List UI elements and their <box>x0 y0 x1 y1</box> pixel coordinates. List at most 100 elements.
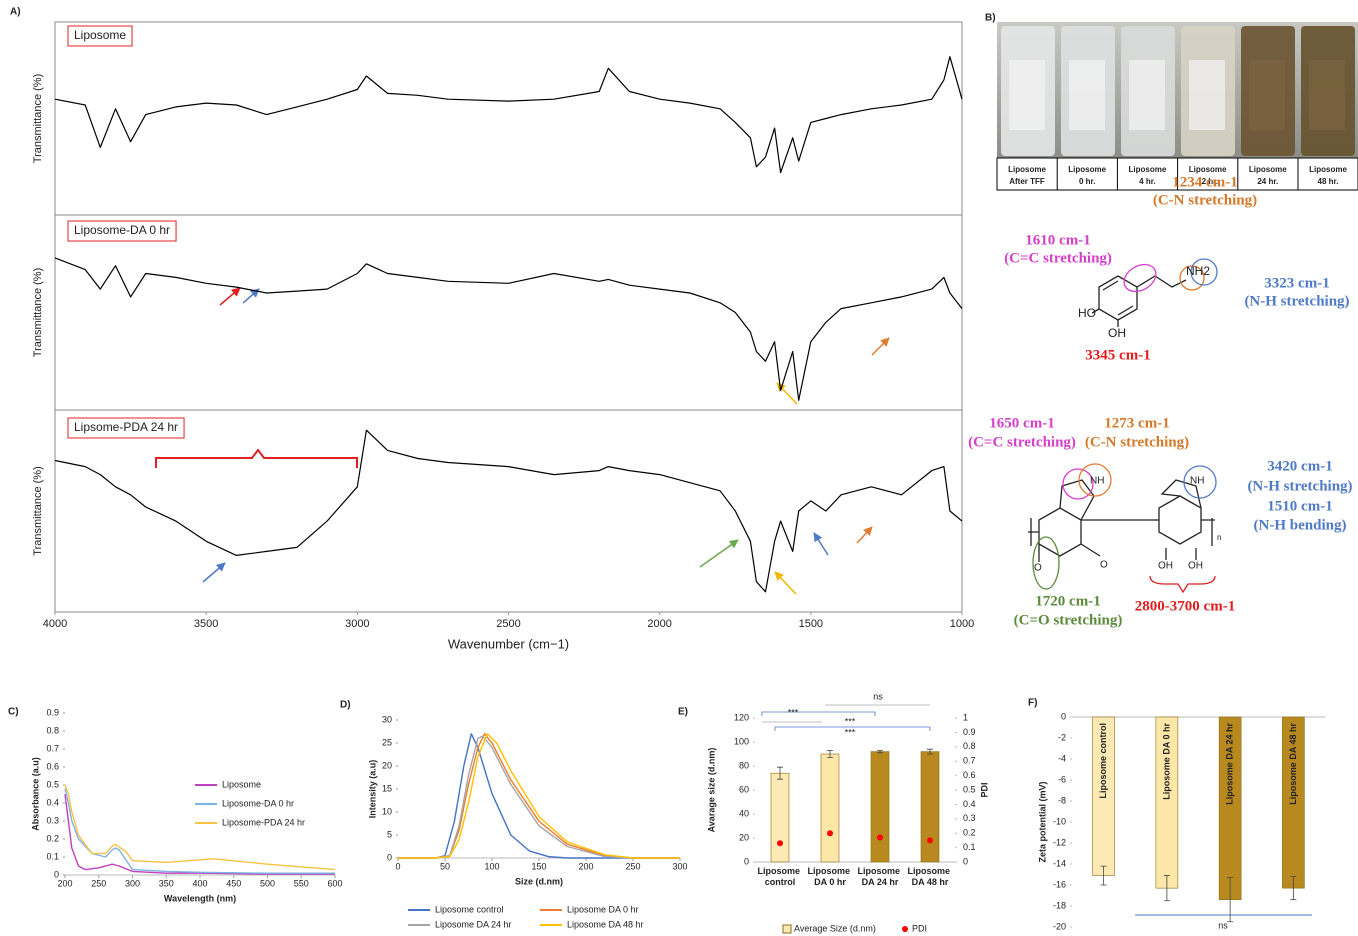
y-tick-label: 0.6 <box>46 761 59 771</box>
annotation-box <box>67 220 177 242</box>
y-tick-label: 0.7 <box>46 743 59 753</box>
y-axis-label: Transmittance (%) <box>32 268 44 357</box>
annotation: 1273 cm-1 <box>1104 415 1169 431</box>
y-tick-label: 0 <box>1061 711 1066 721</box>
panel-label: E) <box>678 707 688 718</box>
annotation-box <box>67 417 185 439</box>
annotation: (N-H stretching) <box>1244 293 1349 309</box>
x-tick-label: 250 <box>91 878 106 888</box>
y-axis-label: Avarage size (d.nm) <box>706 748 716 833</box>
y2-axis-label: PDI <box>979 782 989 797</box>
series-line <box>64 793 335 875</box>
annotation: 2800-3700 cm-1 <box>1135 598 1235 614</box>
legend-label: Liposome <box>222 779 261 789</box>
atom: NH <box>1090 476 1104 487</box>
vial-highlight <box>1069 60 1105 130</box>
x-tick-label: 0 <box>395 861 400 871</box>
y-tick-label: -14 <box>1053 858 1066 868</box>
y-tick-label: 20 <box>382 760 392 770</box>
pdi-point <box>877 834 883 841</box>
series-line <box>64 788 335 874</box>
vial-label: 48 hr. <box>1318 177 1339 186</box>
y2-tick-label: 0.2 <box>963 828 976 838</box>
vial-highlight <box>1009 60 1045 130</box>
x-axis-label: Size (d.nm) <box>515 876 563 886</box>
vial-label: Liposome <box>1249 165 1287 174</box>
series-line <box>54 257 963 401</box>
highlight <box>1190 258 1218 286</box>
x-tick-label: 200 <box>57 878 72 888</box>
y-tick-label: 0.9 <box>46 707 59 717</box>
x-tick-label: 150 <box>531 861 546 871</box>
y-tick-label: -18 <box>1053 900 1066 910</box>
error-bar <box>1227 877 1234 923</box>
annotation: 3323 cm-1 <box>1264 275 1329 291</box>
bar <box>870 751 890 863</box>
bracket <box>774 726 931 731</box>
series-line <box>64 784 336 871</box>
annotation: (C=C stretching) <box>1004 250 1112 266</box>
category-label: Liposome DA 24 hr <box>857 866 902 887</box>
annotation-box <box>67 25 133 47</box>
atom: O <box>1034 563 1042 574</box>
bar <box>920 751 940 863</box>
y-tick-label: 100 <box>734 736 749 746</box>
x-tick-label: 300 <box>672 861 687 871</box>
vial-highlight <box>1189 60 1225 130</box>
vial-highlight <box>1249 60 1285 130</box>
y2-tick-label: 1 <box>963 712 968 722</box>
bond <box>1091 308 1119 327</box>
arrow <box>202 562 226 583</box>
y-tick-label: -20 <box>1053 921 1066 931</box>
x-axis-label: Wavelength (nm) <box>164 893 236 903</box>
error-bar <box>1100 865 1107 886</box>
pdi-point <box>827 830 833 837</box>
y-tick-label: -8 <box>1058 795 1066 805</box>
category-label: Liposome DA 48 hr <box>1288 723 1298 805</box>
y-tick-label: 40 <box>739 808 749 818</box>
series-line <box>398 733 680 859</box>
panel-annotation: Liposome-DA 0 hr <box>74 223 170 237</box>
bond <box>1038 519 1197 562</box>
series-line <box>54 429 963 593</box>
y-tick-label: 120 <box>734 712 749 722</box>
error-bar <box>1290 876 1297 901</box>
annotation: (N-H stretching) <box>1247 478 1352 494</box>
category-label: Liposome DA 0 hr <box>807 866 852 887</box>
x-tick-label: 400 <box>192 878 207 888</box>
y-tick-label: 25 <box>382 737 392 747</box>
significance-label: ns <box>873 691 883 701</box>
y-tick-label: 0.3 <box>46 815 59 825</box>
ring <box>1098 275 1138 321</box>
y-tick-label: -6 <box>1058 774 1066 784</box>
y-tick-label: 0.2 <box>46 833 59 843</box>
vial-label: Liposome <box>1309 165 1347 174</box>
series-line <box>398 733 680 859</box>
x-tick-label: 550 <box>294 878 309 888</box>
x-tick-label: 1500 <box>799 618 823 630</box>
category-label: Liposome control <box>757 866 802 887</box>
annotation: 3420 cm-1 <box>1267 458 1332 474</box>
x-tick-label: 1000 <box>950 618 974 630</box>
error-bar <box>827 750 833 758</box>
atom: HO <box>1078 306 1096 320</box>
panel-label: B) <box>985 13 996 24</box>
annotation: (C-N stretching) <box>1153 192 1257 208</box>
x-tick-label: 450 <box>226 878 241 888</box>
y2-tick-label: 0.3 <box>963 813 976 823</box>
panel-a-frame <box>54 21 963 613</box>
legend-label: Average Size (d.nm) <box>794 923 876 933</box>
highlight <box>1032 536 1060 590</box>
y2-tick-label: 0.6 <box>963 770 976 780</box>
category-label: Liposome DA 0 hr <box>1161 723 1171 800</box>
atom: NH2 <box>1186 264 1210 278</box>
x-tick-label: 350 <box>159 878 174 888</box>
legend-swatch <box>782 924 792 934</box>
y-tick-label: 0 <box>54 869 59 879</box>
arrows <box>155 287 890 595</box>
x-tick-label: 500 <box>260 878 275 888</box>
vial-photo: B) Liposome After TFF Liposome 0 hr. Liposom… <box>985 13 1358 191</box>
y-axis-label: Zeta potential (mV) <box>1037 781 1047 862</box>
error-bar <box>927 748 933 755</box>
